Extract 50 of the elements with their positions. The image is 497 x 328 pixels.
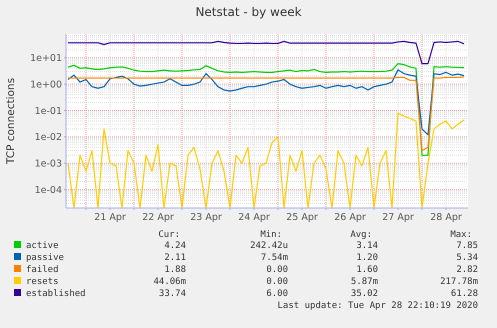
- legend-label: failed: [26, 265, 59, 275]
- text: Min:: [260, 230, 282, 240]
- text: Last update: Tue Apr 28 22:10:19 2020: [278, 301, 478, 311]
- x-tick-label: 21 Apr: [94, 212, 126, 223]
- y-tick-label: 1e-01: [34, 106, 62, 117]
- x-tick-label: 23 Apr: [190, 212, 222, 223]
- text: Avg:: [350, 230, 372, 240]
- text: 4.24: [164, 241, 186, 251]
- text: 61.28: [450, 289, 478, 299]
- x-tick-label: 26 Apr: [334, 212, 366, 223]
- text: 242.42u: [250, 241, 288, 251]
- text: 6.00: [266, 289, 288, 299]
- text: 35.02: [350, 289, 378, 299]
- text: 3.14: [356, 241, 378, 251]
- x-tick-label: 25 Apr: [286, 212, 318, 223]
- legend-label: established: [26, 289, 86, 299]
- y-tick-label: 1e-03: [34, 158, 62, 170]
- legend-label: resets: [26, 277, 59, 287]
- text: 1.60: [356, 265, 378, 275]
- y-tick-label: 1e+00: [30, 79, 62, 90]
- text: Cur:: [158, 230, 180, 240]
- chart-title: Netstat - by week: [195, 5, 302, 19]
- line-series: [67, 40, 465, 64]
- x-tick-label: 24 Apr: [238, 212, 270, 223]
- text: 1.20: [356, 253, 378, 263]
- legend-label: passive: [26, 253, 64, 263]
- text: 7.54m: [260, 253, 288, 263]
- text: 0.00: [266, 265, 288, 275]
- y-tick-label: 1e-04: [34, 184, 62, 196]
- text: 5.87m: [350, 277, 378, 287]
- x-tick-label: 28 Apr: [430, 212, 462, 223]
- text: 0.00: [266, 277, 288, 287]
- line-series: [67, 112, 465, 209]
- text: 44.06m: [153, 277, 186, 287]
- line-series: [67, 76, 465, 152]
- x-tick-label: 27 Apr: [382, 212, 414, 223]
- legend-label: active: [26, 241, 59, 251]
- text: 5.34: [456, 253, 478, 263]
- text: Max:: [450, 230, 472, 240]
- text: 33.74: [158, 289, 186, 299]
- y-tick-label: 1e-02: [34, 132, 62, 144]
- y-axis-title: TCP connections: [5, 78, 17, 166]
- text: 7.85: [456, 241, 478, 251]
- x-tick-label: 22 Apr: [142, 212, 174, 223]
- text: 1.88: [164, 265, 186, 275]
- line-series: [67, 69, 465, 136]
- text: 2.11: [164, 253, 186, 263]
- y-tick-label: 1e+01: [30, 53, 62, 64]
- text: 217.78m: [440, 277, 478, 287]
- text: 2.82: [456, 265, 478, 275]
